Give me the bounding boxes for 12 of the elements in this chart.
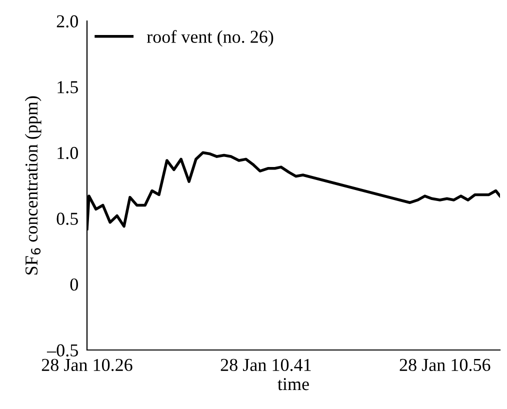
y-tick-label: 1.0 <box>58 146 78 160</box>
y-tick-label: 1.5 <box>58 81 78 94</box>
y-tick-label: 2.0 <box>56 15 78 28</box>
x-tick-label: 28 Jan 10.41 <box>220 358 311 372</box>
y-tick-label: 0 <box>70 278 78 291</box>
y-tick-label: 0.5 <box>56 212 78 225</box>
x-tick-label: 28 Jan 10.26 <box>42 358 132 372</box>
x-axis-title: time <box>278 378 309 390</box>
y-axis-title: SF$_{6}$ concentration (ppm) <box>24 96 42 274</box>
x-tick-label: 28 Jan 10.56 <box>400 358 490 372</box>
legend-label: roof vent (no. 26) <box>146 30 274 47</box>
y-tick-label: –0.5 <box>46 344 78 357</box>
